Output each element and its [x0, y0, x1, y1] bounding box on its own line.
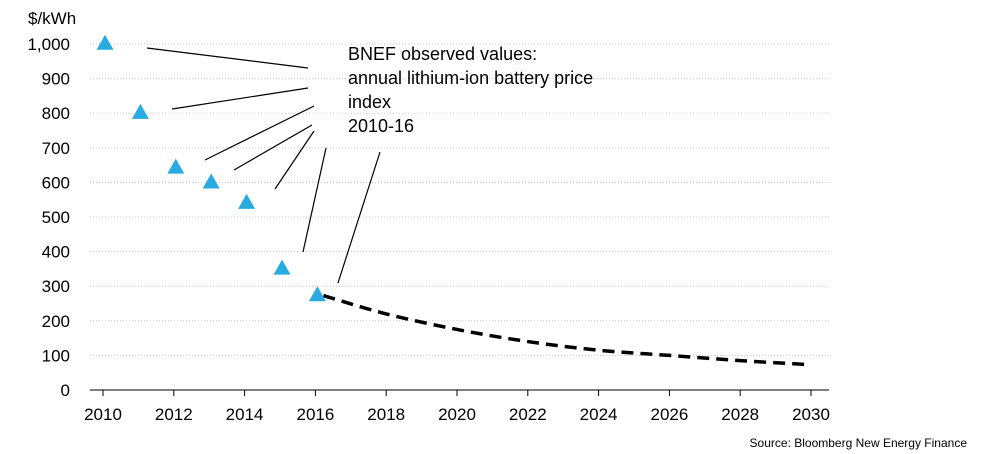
y-tick-label: 800 [42, 104, 70, 123]
observed-price-marker [167, 158, 185, 174]
annotation-line: 2010-16 [348, 116, 414, 136]
leader-line [171, 87, 309, 110]
annotation-leader-lines [146, 47, 381, 284]
x-tick-label: 2020 [438, 405, 476, 424]
leader-line [233, 124, 313, 171]
y-tick-label: 500 [42, 208, 70, 227]
x-tick-label: 2016 [296, 405, 334, 424]
source-note: Source: Bloomberg New Energy Finance [750, 436, 968, 450]
x-tick-label: 2010 [84, 405, 122, 424]
observed-price-marker [202, 173, 220, 189]
gridlines [90, 43, 829, 356]
y-tick-label: 0 [61, 381, 70, 400]
x-tick-label: 2022 [509, 405, 547, 424]
y-tick-label: 1,000 [27, 35, 70, 54]
observed-price-marker [273, 259, 291, 275]
y-tick-label: 100 [42, 346, 70, 365]
leader-line [146, 47, 309, 69]
x-tick-label: 2012 [155, 405, 193, 424]
annotation-line: index [348, 92, 391, 112]
x-tick-label: 2028 [721, 405, 759, 424]
y-axis-ticks: 0 100 200 300 400 500 600 700 800 900 1,000 [27, 35, 70, 400]
projection-dashed-line [322, 293, 812, 367]
x-tick-label: 2030 [792, 405, 830, 424]
leader-line [337, 151, 381, 284]
observed-price-marker [308, 286, 326, 302]
observed-price-marker [238, 193, 256, 209]
y-tick-label: 200 [42, 312, 70, 331]
leader-line [204, 105, 315, 161]
observed-price-marker [131, 103, 149, 119]
y-tick-label: 700 [42, 139, 70, 158]
y-tick-label: 400 [42, 243, 70, 262]
y-tick-label: 600 [42, 173, 70, 192]
annotation-text: BNEF observed values: annual lithium-ion … [348, 44, 593, 136]
x-tick-label: 2024 [580, 405, 618, 424]
x-axis-ticks: 2010 2012 2014 2016 2018 2020 2022 2024 2026 2028… [84, 390, 830, 424]
leader-line [274, 130, 315, 190]
leader-line [302, 147, 327, 253]
annotation-line: annual lithium-ion battery price [348, 68, 593, 88]
x-tick-label: 2014 [226, 405, 264, 424]
y-tick-label: 900 [42, 70, 70, 89]
y-tick-label: 300 [42, 277, 70, 296]
x-tick-label: 2026 [650, 405, 688, 424]
y-axis-unit-label: $/kWh [28, 9, 76, 28]
annotation-line: BNEF observed values: [348, 44, 537, 64]
observed-price-marker [96, 34, 114, 50]
observed-price-markers [96, 34, 326, 302]
x-tick-label: 2018 [367, 405, 405, 424]
